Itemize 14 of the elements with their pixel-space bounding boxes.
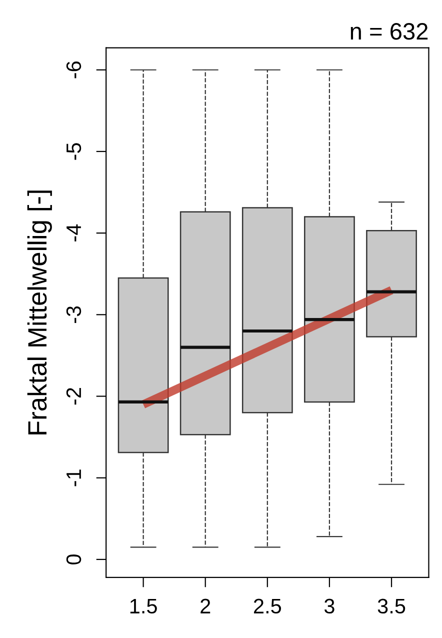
chart-title: n = 632 [350, 23, 428, 40]
y-tick-label: -1 [66, 470, 81, 486]
y-tick-label: -2 [66, 388, 81, 405]
x-tick-label: 1.5 [130, 598, 157, 614]
y-tick-label: 0 [66, 554, 82, 564]
y-tick-label: -5 [66, 143, 82, 160]
y-axis-title: Fraktal Mittelwellig [-] [27, 190, 52, 434]
x-tick-label: 2.5 [254, 598, 282, 614]
y-tick-label: -3 [66, 306, 82, 323]
x-tick-label: 3 [324, 598, 334, 614]
y-tick-label: -6 [66, 62, 82, 78]
x-tick-label: 3.5 [378, 598, 406, 614]
y-tick-label: -4 [66, 224, 81, 242]
x-tick-label: 2 [200, 598, 210, 614]
